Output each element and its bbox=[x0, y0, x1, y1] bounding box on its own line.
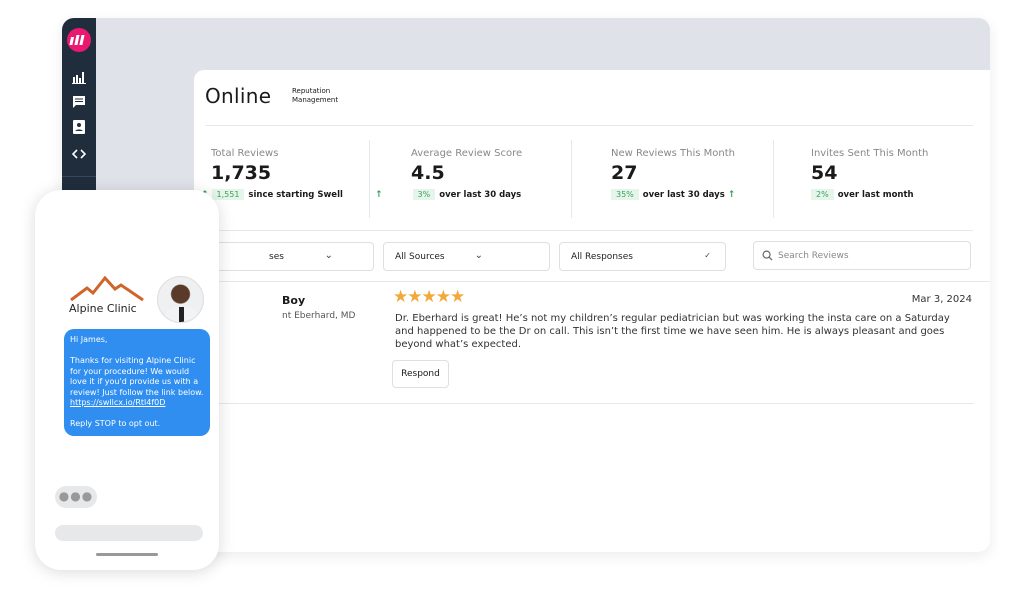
stat-value: 4.5 bbox=[411, 162, 445, 184]
review-link[interactable]: https://swllcx.io/Rtl4f0D bbox=[70, 398, 166, 407]
responses-filter[interactable]: All Responses ✓ bbox=[559, 242, 726, 271]
responses-filter-value: All Responses bbox=[571, 252, 633, 262]
search-icon bbox=[762, 250, 773, 261]
divider bbox=[205, 230, 973, 231]
stat-sub: over last 30 days bbox=[439, 190, 522, 200]
sms-message-bubble: Hi James, Thanks for visiting Alpine Cli… bbox=[64, 329, 210, 436]
review-text: Dr. Eberhard is great! He’s not my child… bbox=[395, 313, 950, 350]
stat-label: Average Review Score bbox=[411, 148, 523, 159]
search-input[interactable]: Search Reviews bbox=[753, 241, 971, 270]
stat-new-reviews: New Reviews This Month 27 35% over last 3… bbox=[611, 148, 735, 200]
sms-body: Thanks for visiting Alpine Clinic for yo… bbox=[70, 356, 204, 397]
respond-button[interactable]: Respond bbox=[392, 360, 449, 388]
stat-label: New Reviews This Month bbox=[611, 148, 736, 159]
arrow-up-icon: ↑ bbox=[375, 190, 383, 200]
star-icon: ★ bbox=[435, 287, 451, 307]
stat-sub: over last 30 days bbox=[642, 190, 725, 200]
stat-value: 1,735 bbox=[211, 162, 272, 184]
stat-invites-sent: Invites Sent This Month 54 2% over last m… bbox=[811, 148, 928, 200]
stat-value: 54 bbox=[811, 162, 838, 184]
stat-label: Total Reviews bbox=[211, 148, 279, 159]
stat-value: 27 bbox=[611, 162, 638, 184]
star-icon: ★ bbox=[421, 287, 437, 307]
sms-greeting: Hi James, bbox=[70, 335, 108, 344]
sources-filter-value: All Sources bbox=[395, 252, 445, 262]
arrow-up-icon: ↑ bbox=[727, 190, 736, 200]
subtitle-line: Management bbox=[292, 96, 339, 104]
stat-sub: over last month bbox=[837, 190, 914, 200]
divider bbox=[571, 140, 572, 218]
message-input[interactable] bbox=[55, 525, 203, 541]
sources-filter[interactable]: All Sources ⌄ bbox=[383, 242, 550, 271]
search-placeholder: Search Reviews bbox=[778, 251, 849, 261]
bar-chart-icon[interactable] bbox=[71, 69, 87, 85]
chevron-down-icon: ⌄ bbox=[474, 250, 483, 261]
divider bbox=[773, 140, 774, 218]
clinic-name: Alpine Clinic bbox=[69, 302, 137, 315]
subtitle-line: Reputation bbox=[292, 87, 331, 95]
alpine-clinic-logo: Alpine Clinic bbox=[69, 275, 145, 315]
review-date: Mar 3, 2024 bbox=[911, 294, 972, 305]
typing-indicator: ●●● bbox=[55, 486, 97, 508]
phone-mockup: Alpine Clinic Hi James, Thanks for visit… bbox=[35, 190, 219, 570]
sms-opt-out: Reply STOP to opt out. bbox=[70, 419, 161, 428]
main-card: Online Reputation Management Total Review… bbox=[194, 70, 990, 552]
star-icon: ★ bbox=[450, 287, 465, 307]
stat-badge: 2% bbox=[811, 189, 834, 200]
doctor-avatar bbox=[157, 276, 204, 323]
code-icon[interactable] bbox=[71, 146, 87, 162]
divider bbox=[205, 125, 973, 126]
home-indicator bbox=[96, 553, 158, 556]
page-subtitle: Reputation Management bbox=[292, 87, 338, 105]
review-provider: nt Eberhard, MD bbox=[282, 311, 356, 321]
star-icon: ★ bbox=[407, 287, 422, 307]
star-icon: ★ bbox=[393, 287, 408, 307]
stat-average-score: Average Review Score 4.5 ↑ 3% over last 30… bbox=[375, 148, 523, 200]
business-filter[interactable]: ses ⌄ bbox=[202, 242, 374, 271]
swell-logo bbox=[67, 28, 91, 52]
star-rating: ★★★★★ bbox=[393, 287, 465, 307]
message-icon[interactable] bbox=[71, 94, 87, 110]
stat-badge: 35% bbox=[611, 189, 639, 200]
page-title: Online bbox=[205, 84, 272, 108]
mountain-icon bbox=[70, 275, 144, 302]
divider bbox=[369, 140, 370, 218]
chevron-down-icon: ⌄ bbox=[324, 250, 333, 261]
stat-badge: 1,551 bbox=[211, 189, 245, 200]
reviewer-name: Boy bbox=[282, 294, 306, 307]
business-filter-value: ses bbox=[269, 252, 284, 262]
divider bbox=[194, 403, 974, 404]
chevron-down-icon: ✓ bbox=[704, 251, 711, 260]
divider bbox=[194, 281, 990, 282]
contact-card-icon[interactable] bbox=[71, 119, 87, 135]
stat-badge: 3% bbox=[412, 189, 436, 200]
stat-label: Invites Sent This Month bbox=[811, 148, 929, 159]
stat-sub: since starting Swell bbox=[248, 190, 343, 200]
